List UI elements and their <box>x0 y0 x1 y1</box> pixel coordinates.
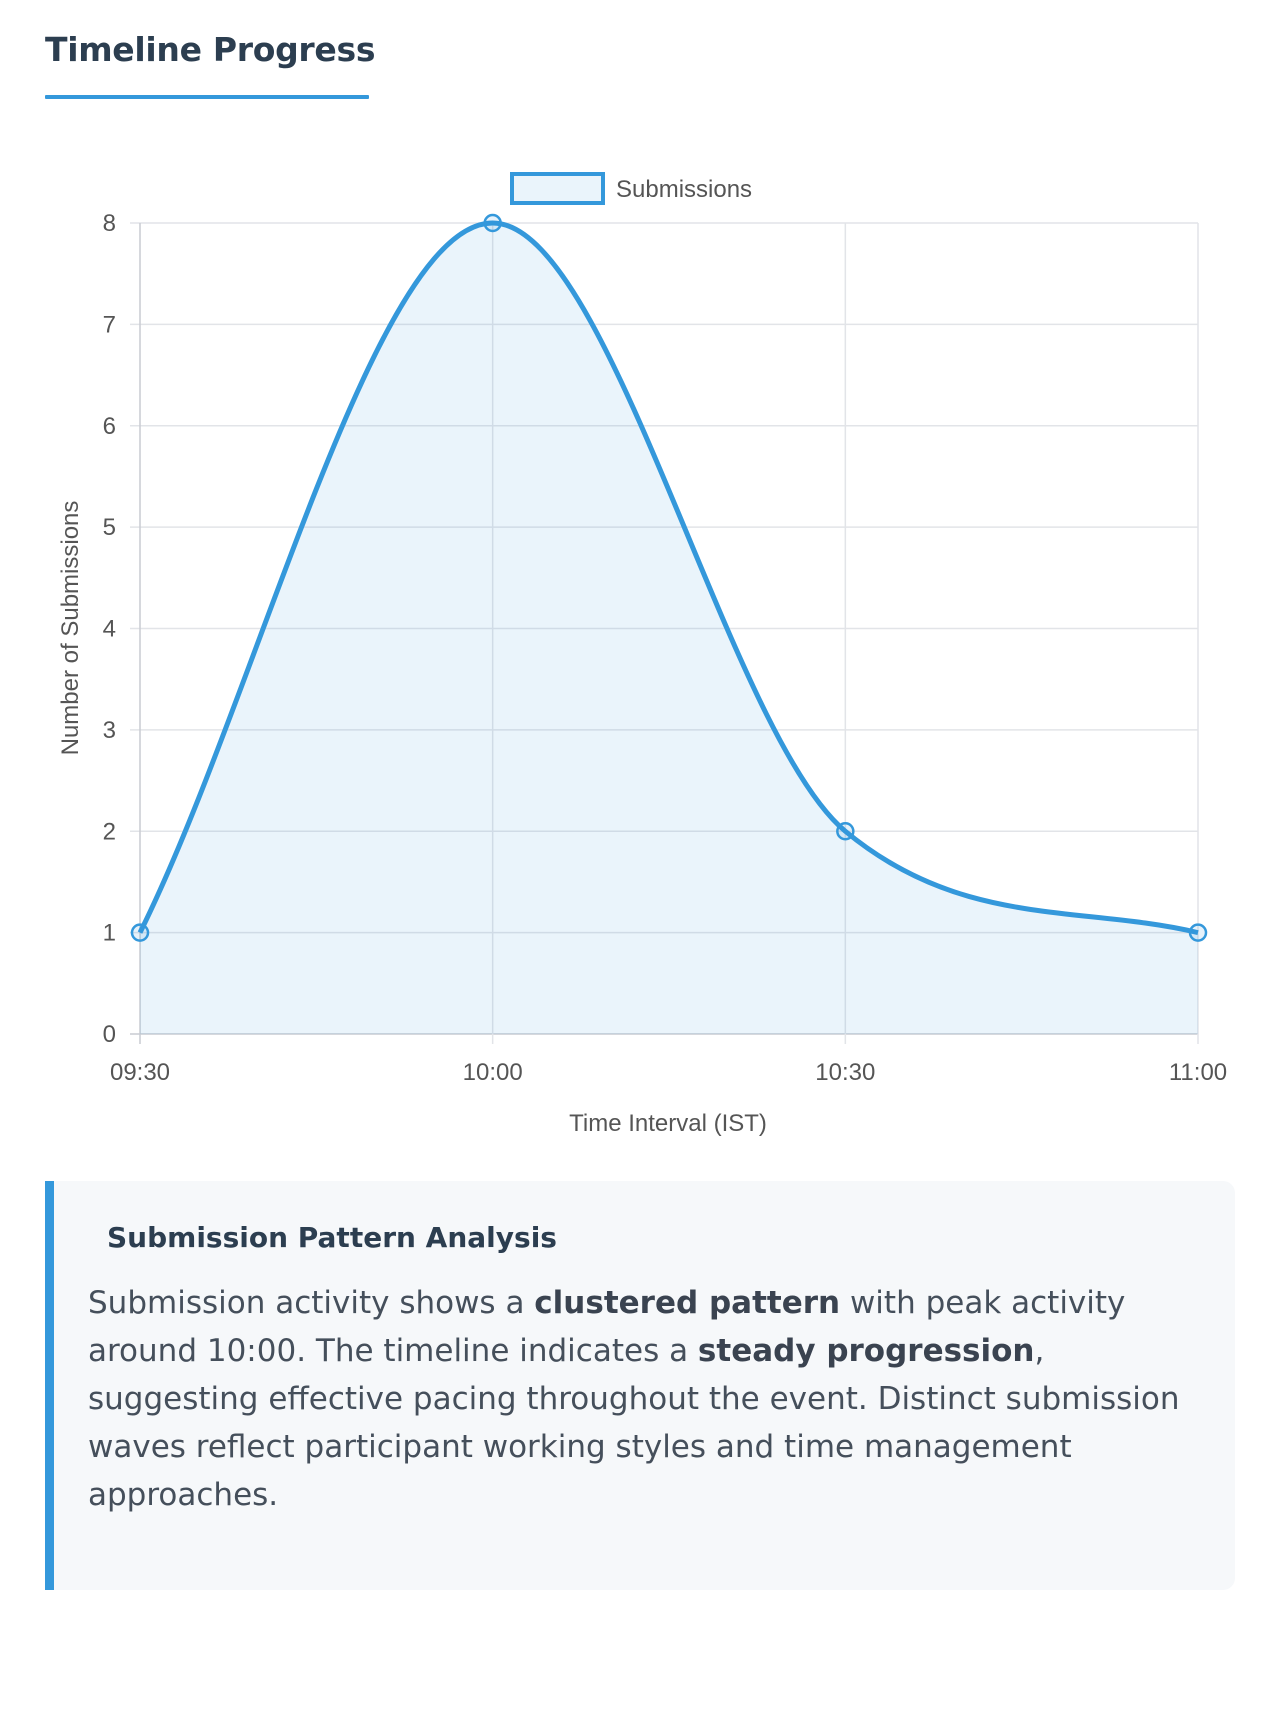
data-point-1000 <box>483 213 502 233</box>
x-tick-label: 10:00 <box>463 1059 523 1086</box>
analysis-text-part-1: Submission activity shows a <box>88 1285 535 1321</box>
analysis-text-part-2: with peak activity around 10:00. The tim… <box>88 1285 1126 1369</box>
data-point-0930 <box>130 923 150 942</box>
points-layer <box>130 213 1208 942</box>
section-title: Timeline Progress <box>45 30 376 69</box>
legend[interactable]: Submissions <box>510 172 752 205</box>
analysis-box: Submission Pattern Analysis Submission a… <box>45 1181 1235 1590</box>
y-tick-label: 3 <box>103 717 116 744</box>
y-tick-label: 1 <box>103 920 116 947</box>
analysis-highlight-clustered: clustered pattern <box>534 1285 841 1321</box>
y-axis-title: Number of Submissions <box>57 501 84 756</box>
legend-label: Submissions <box>616 176 752 203</box>
x-tick-label: 11:00 <box>1169 1059 1227 1086</box>
data-point-1100 <box>1188 923 1208 942</box>
analysis-highlight-steady: steady progression <box>697 1333 1035 1369</box>
series-line-submissions <box>137 220 1199 936</box>
y-tick-label: 4 <box>103 616 116 643</box>
x-tick-label: 09:30 <box>110 1059 170 1086</box>
analysis-text-part-3: , suggesting effective pacing throughout… <box>88 1333 1180 1513</box>
labels-layer: 0 1 2 3 4 5 6 7 8 09:30 10:00 10:30 11:00 <box>103 210 1228 1086</box>
x-tick-label: 10:30 <box>815 1059 875 1086</box>
y-tick-label: 8 <box>103 210 116 237</box>
data-point-1030 <box>836 822 855 841</box>
y-tick-label: 6 <box>103 413 116 440</box>
y-tick-label: 0 <box>103 1021 116 1048</box>
x-axis-title: Time Interval (IST) <box>569 1110 767 1137</box>
grid-layer <box>130 222 1199 1044</box>
analysis-text: Submission activity shows a clustered pa… <box>88 1279 1208 1519</box>
y-tick-label: 5 <box>103 514 116 541</box>
analysis-title: Submission Pattern Analysis <box>107 1221 557 1254</box>
y-tick-label: 7 <box>103 311 116 338</box>
title-underline <box>45 95 369 99</box>
area-fill <box>140 223 1198 1034</box>
legend-swatch <box>510 172 605 205</box>
submissions-timeline-chart: 0 1 2 3 4 5 6 7 8 09:30 10:00 10:30 11:00 Submission… <box>57 172 1228 1137</box>
y-tick-label: 2 <box>103 818 116 845</box>
